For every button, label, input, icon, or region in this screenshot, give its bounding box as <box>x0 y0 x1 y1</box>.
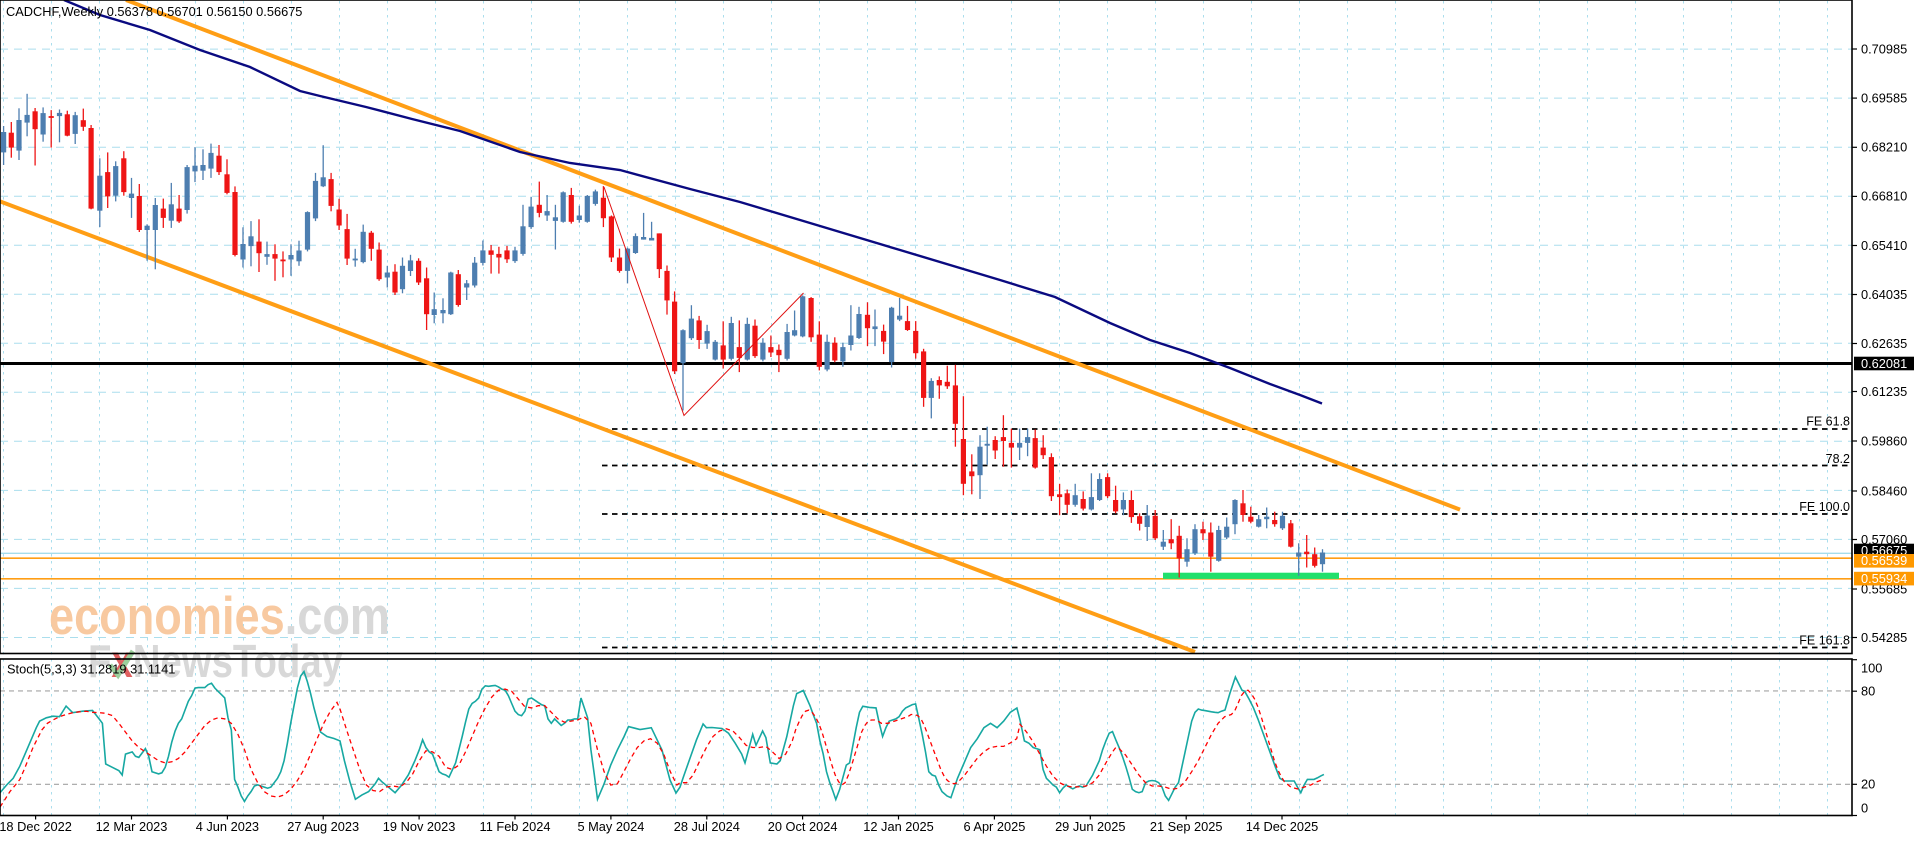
svg-text:Stoch(5,3,3) 31.2819 31.1141: Stoch(5,3,3) 31.2819 31.1141 <box>7 662 175 677</box>
svg-text:0.62635: 0.62635 <box>1861 336 1907 351</box>
svg-text:0.66810: 0.66810 <box>1861 189 1907 204</box>
svg-text:economies.com: economies.com <box>49 587 390 646</box>
svg-text:FE 100.0: FE 100.0 <box>1799 500 1850 514</box>
svg-text:0.61235: 0.61235 <box>1861 384 1907 399</box>
svg-text:6 Apr 2025: 6 Apr 2025 <box>963 819 1025 834</box>
svg-text:20: 20 <box>1861 777 1875 792</box>
svg-text:14 Dec 2025: 14 Dec 2025 <box>1246 819 1319 834</box>
svg-text:0.55934: 0.55934 <box>1861 571 1907 586</box>
svg-text:0.57060: 0.57060 <box>1861 532 1907 547</box>
svg-text:12 Jan 2025: 12 Jan 2025 <box>863 819 933 834</box>
svg-text:12 Mar 2023: 12 Mar 2023 <box>96 819 168 834</box>
svg-text:0.56539: 0.56539 <box>1861 553 1907 568</box>
svg-text:CADCHF,Weekly 0.56378 0.56701: CADCHF,Weekly 0.56378 0.56701 0.56150 0.… <box>6 4 302 19</box>
svg-text:0.70985: 0.70985 <box>1861 41 1907 56</box>
svg-text:78.2: 78.2 <box>1826 452 1850 466</box>
svg-text:29 Jun 2025: 29 Jun 2025 <box>1055 819 1125 834</box>
svg-text:20 Oct 2024: 20 Oct 2024 <box>768 819 838 834</box>
svg-text:0.68210: 0.68210 <box>1861 140 1907 155</box>
svg-text:FE 61.8: FE 61.8 <box>1806 415 1850 429</box>
svg-text:19 Nov 2023: 19 Nov 2023 <box>383 819 456 834</box>
svg-text:0.58460: 0.58460 <box>1861 483 1907 498</box>
svg-text:0.62081: 0.62081 <box>1861 356 1907 371</box>
svg-text:80: 80 <box>1861 684 1875 699</box>
svg-text:21 Sep 2025: 21 Sep 2025 <box>1150 819 1223 834</box>
svg-text:0.69585: 0.69585 <box>1861 90 1907 105</box>
svg-text:0: 0 <box>1861 800 1868 815</box>
svg-text:0.65410: 0.65410 <box>1861 238 1907 253</box>
svg-text:11 Feb 2024: 11 Feb 2024 <box>480 819 551 834</box>
svg-text:18 Dec 2022: 18 Dec 2022 <box>0 819 72 834</box>
svg-text:FE 161.8: FE 161.8 <box>1799 634 1850 648</box>
svg-text:27 Aug 2023: 27 Aug 2023 <box>287 819 359 834</box>
svg-text:100: 100 <box>1861 660 1882 675</box>
svg-text:0.64035: 0.64035 <box>1861 287 1907 302</box>
svg-text:28 Jul 2024: 28 Jul 2024 <box>674 819 740 834</box>
svg-text:4 Jun 2023: 4 Jun 2023 <box>196 819 259 834</box>
svg-text:5 May 2024: 5 May 2024 <box>577 819 644 834</box>
svg-text:0.59860: 0.59860 <box>1861 433 1907 448</box>
svg-text:0.54285: 0.54285 <box>1861 630 1907 645</box>
